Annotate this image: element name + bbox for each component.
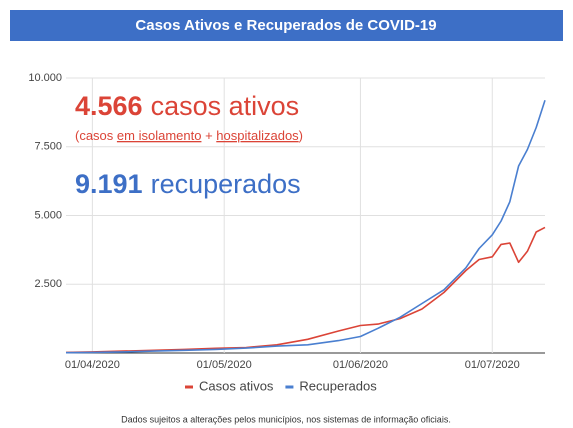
series-line	[65, 99, 546, 354]
x-tick-label: 01/04/2020	[65, 359, 120, 371]
series-line	[65, 226, 546, 354]
legend-label: Recuperados	[299, 378, 377, 393]
note: (casos	[75, 128, 117, 143]
y-tick-label: 10.000	[28, 72, 62, 84]
note: hospitalizados	[216, 128, 299, 143]
x-tick-label: 01/06/2020	[333, 359, 388, 371]
legend-label: Casos ativos	[199, 378, 274, 393]
active-number: 4.566	[75, 91, 143, 121]
plot: 2.500 5.000 7.500 10.000 01/04/2020 01/05/202…	[28, 72, 546, 393]
x-tick-label: 01/05/2020	[197, 359, 252, 371]
note: em isolamento	[117, 128, 202, 143]
y-tick-label: 5.000	[34, 209, 62, 221]
note: )	[299, 128, 303, 143]
chart-title: Casos Ativos e Recuperados de COVID-19	[135, 17, 436, 34]
footer: Dados sujeitos a alterações pelos municí…	[121, 414, 451, 424]
recovered-text: recuperados	[151, 169, 301, 199]
title-banner	[10, 10, 563, 41]
note: +	[201, 128, 216, 143]
active-text: casos ativos	[151, 91, 300, 121]
x-tick-label: 01/07/2020	[465, 359, 520, 371]
y-tick-label: 7.500	[34, 141, 62, 153]
recovered-annotation: 9.191 recuperados	[75, 169, 301, 199]
active-annotation: 4.566 casos ativos	[75, 91, 299, 121]
recovered-number: 9.191	[75, 169, 143, 199]
active-note: (casos em isolamento + hospitalizados)	[75, 128, 303, 143]
y-tick-label: 2.500	[34, 278, 62, 290]
